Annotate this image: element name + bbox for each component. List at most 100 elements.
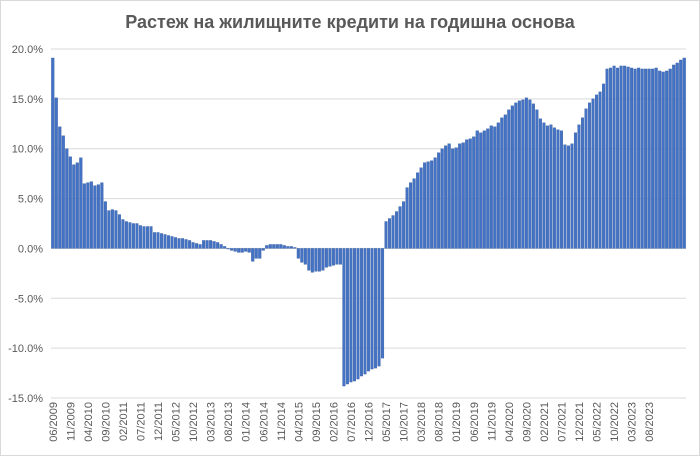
bar: [258, 248, 262, 259]
bar: [486, 128, 490, 249]
x-tick-label: 06/2019: [469, 402, 481, 442]
x-tick-label: 02/2021: [539, 402, 551, 442]
bar: [472, 136, 476, 249]
bar: [216, 242, 220, 249]
bar: [54, 97, 58, 249]
bar: [195, 243, 199, 249]
bar: [517, 100, 521, 249]
x-tick-label: 07/2016: [346, 402, 358, 442]
bar: [545, 125, 549, 249]
bar: [233, 248, 237, 252]
x-tick-label: 05/2012: [171, 402, 183, 442]
bar: [145, 226, 150, 249]
y-tick-label: 0.0%: [18, 243, 43, 255]
bar: [598, 91, 602, 249]
bar: [633, 68, 637, 249]
bar: [588, 102, 592, 249]
bar: [261, 248, 265, 251]
bar: [138, 225, 142, 249]
x-tick-label: 11/2009: [65, 402, 77, 441]
bar: [156, 232, 160, 249]
bar: [289, 246, 293, 249]
bar: [82, 183, 86, 249]
bar: [303, 248, 307, 265]
bar: [247, 248, 251, 253]
bar: [489, 125, 493, 249]
bar: [524, 97, 528, 249]
bar: [58, 126, 62, 249]
x-tick-label: 08/2023: [644, 402, 656, 442]
bar: [577, 124, 581, 249]
bars: [51, 57, 686, 387]
x-tick-label: 04/2010: [83, 402, 95, 442]
x-tick-label: 03/2023: [627, 402, 639, 442]
bar: [479, 132, 483, 249]
x-tick-label: 11/2019: [486, 402, 498, 441]
bar: [124, 221, 128, 249]
bar: [682, 57, 686, 249]
bar: [198, 244, 202, 249]
bar: [573, 132, 578, 249]
bar: [96, 184, 100, 249]
bar: [423, 162, 427, 249]
bar: [510, 105, 514, 249]
bar: [465, 139, 469, 249]
bar: [121, 219, 125, 249]
bar: [626, 66, 630, 249]
bar: [668, 68, 672, 249]
bar: [324, 248, 328, 268]
bar: [661, 71, 665, 249]
bar: [440, 148, 444, 249]
bar: [433, 157, 437, 249]
bar: [317, 248, 321, 272]
x-tick-label: 07/2021: [556, 402, 568, 442]
bar: [679, 59, 683, 249]
bar: [451, 148, 455, 249]
x-tick-label: 10/2022: [609, 402, 621, 442]
bar: [384, 221, 388, 249]
bar: [584, 108, 588, 249]
bar: [314, 248, 318, 272]
bar: [352, 248, 356, 382]
bar: [356, 248, 360, 380]
bar: [426, 161, 430, 249]
bar: [174, 237, 178, 249]
bar: [381, 248, 385, 359]
x-axis-ticks: 06/2009 11/2009 04/2010 09/2010 02/2011 07/20…: [48, 402, 656, 442]
bar: [275, 244, 279, 249]
x-tick-label: 05/2017: [381, 402, 393, 442]
bar: [538, 118, 542, 249]
x-tick-label: 10/2017: [399, 402, 411, 442]
x-tick-label: 11/2014: [276, 402, 288, 441]
x-tick-label: 06/2014: [258, 402, 270, 442]
x-tick-label: 09/2020: [521, 402, 533, 442]
bar: [328, 248, 332, 267]
x-tick-label: 12/2016: [364, 402, 376, 442]
x-tick-label: 12/2021: [574, 402, 586, 442]
bar: [556, 129, 560, 249]
bar: [93, 185, 97, 249]
bar: [419, 167, 423, 249]
bar: [103, 201, 107, 249]
x-tick-label: 09/2015: [311, 402, 323, 442]
bar: [167, 235, 171, 249]
bar: [219, 244, 223, 249]
bar: [128, 222, 132, 249]
bar: [377, 248, 381, 367]
bar: [514, 102, 518, 249]
x-tick-label: 05/2022: [592, 402, 604, 442]
bar: [444, 145, 448, 249]
bar: [279, 244, 283, 249]
bar: [366, 248, 371, 372]
x-tick-label: 04/2020: [504, 402, 516, 442]
bar: [570, 143, 574, 249]
bar: [170, 236, 174, 249]
bar: [152, 232, 157, 249]
bar: [612, 65, 616, 249]
bar: [51, 57, 55, 249]
bar: [535, 109, 539, 249]
bar: [342, 248, 346, 387]
x-tick-label: 01/2014: [241, 402, 253, 442]
bar: [349, 248, 353, 383]
